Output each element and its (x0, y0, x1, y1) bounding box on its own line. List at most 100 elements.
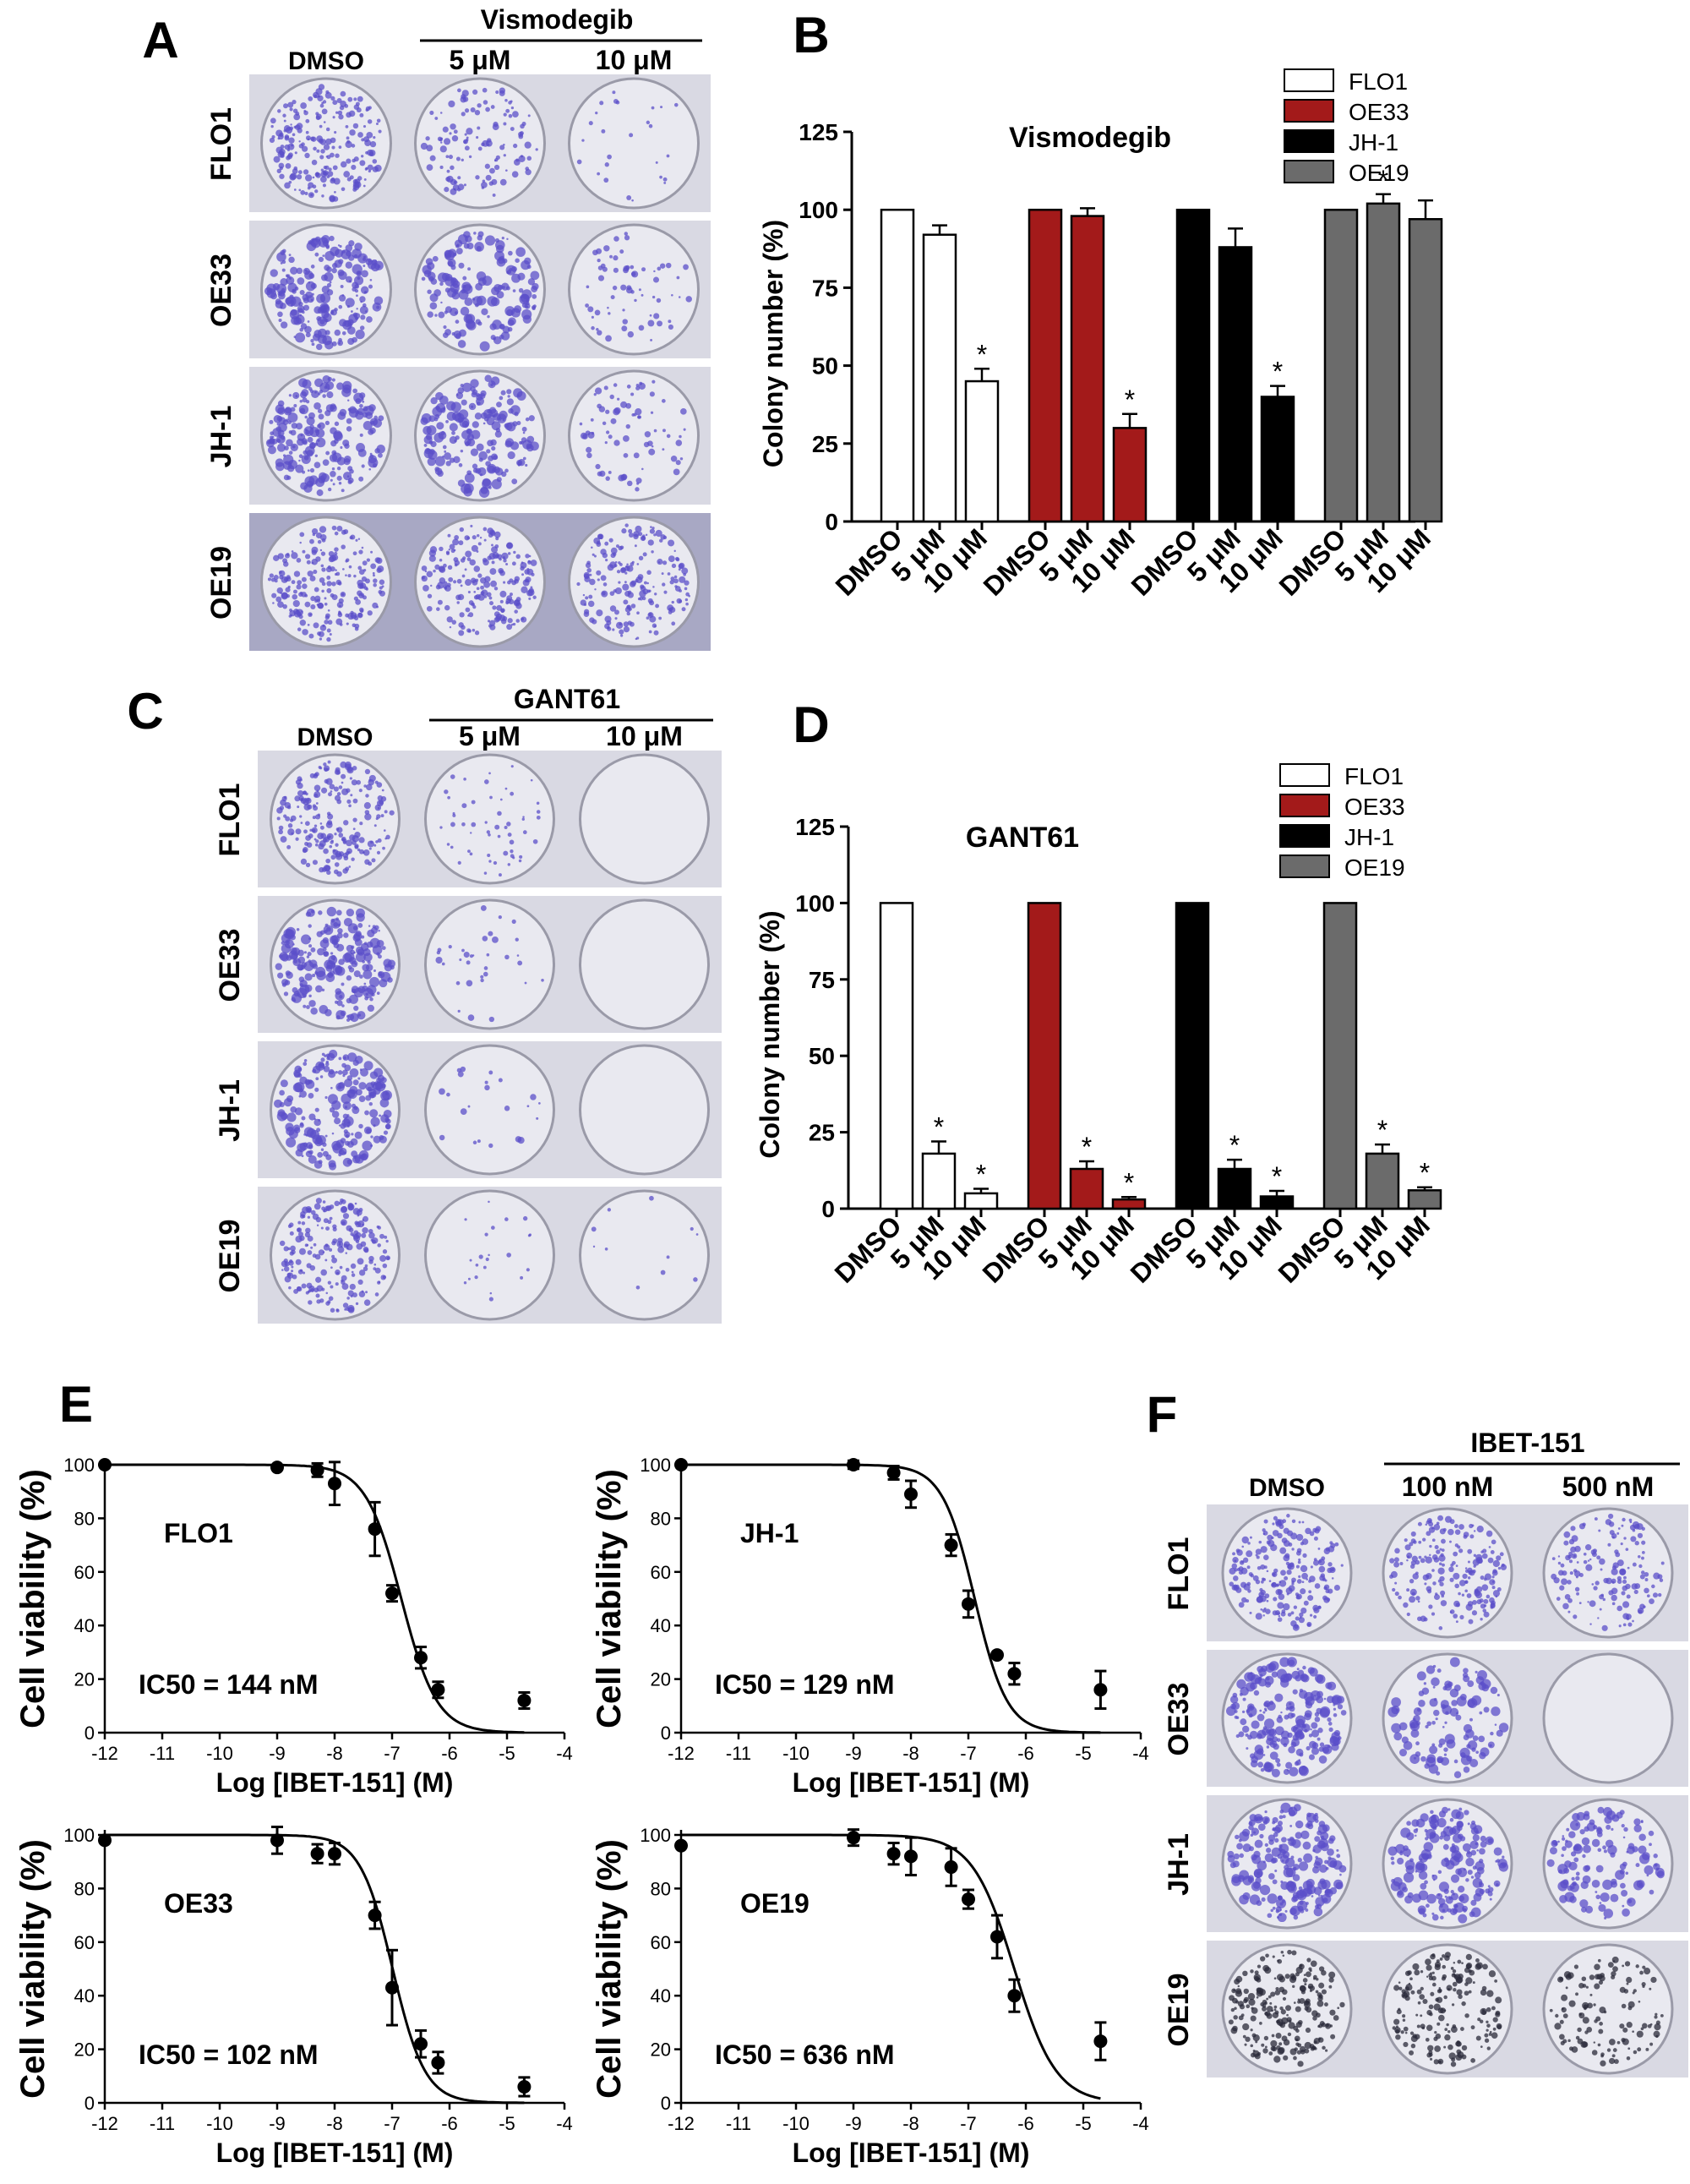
colony-dot (1235, 1587, 1242, 1593)
colony-dot (1589, 1993, 1593, 1996)
colony-dot (470, 524, 473, 527)
colony-dot (1497, 1566, 1502, 1570)
colony-dot (1649, 1889, 1655, 1895)
colony-dot (439, 546, 444, 552)
colony-dot (1259, 2022, 1262, 2025)
colony-dot (316, 293, 326, 303)
colony-dot (576, 581, 581, 587)
colony-dot (1447, 2044, 1453, 2050)
colony-dot (378, 971, 385, 979)
colony-dot (1437, 1893, 1441, 1897)
colony-dot (378, 129, 382, 134)
colony-dot (303, 440, 308, 445)
colony-dot (1429, 2057, 1433, 2061)
colony-dot (1398, 1749, 1408, 1757)
colony-dot (296, 558, 302, 563)
colony-dot (657, 266, 662, 271)
colony-dot (1597, 1617, 1600, 1619)
colony-dot (1595, 1581, 1600, 1586)
colony-dot (676, 276, 680, 280)
colony-dot (1458, 1524, 1464, 1530)
colony-dot (299, 1269, 303, 1272)
colony-dot (1453, 1600, 1460, 1608)
colony-dot (338, 1242, 341, 1246)
colony-dot (524, 141, 532, 149)
colony-dot (613, 408, 620, 416)
colony-dot (1297, 2043, 1302, 2048)
colony-dot (638, 288, 641, 292)
colony-dot (610, 553, 616, 559)
colony-dot (1473, 1564, 1476, 1568)
colony-dot (1280, 1711, 1283, 1714)
colony-dot (1280, 1950, 1284, 1954)
colony-dot (487, 314, 490, 319)
colony-dot (463, 139, 468, 145)
colony-dot (1418, 1853, 1428, 1863)
colony-dot (286, 156, 291, 161)
colony-dot (605, 476, 610, 481)
colony-dot (460, 1108, 467, 1115)
colony-dot (1626, 1613, 1632, 1620)
colony-dot (473, 565, 481, 572)
colony-dot (313, 784, 321, 792)
colony-dot (522, 456, 526, 461)
colony-dot (336, 526, 343, 532)
colony-dot (316, 1299, 321, 1304)
colony-dot (288, 450, 293, 455)
colony-dot (485, 106, 490, 112)
colony-dot (1431, 1953, 1436, 1957)
colony-dot (463, 1281, 467, 1285)
colony-dot (285, 297, 292, 305)
colony-dot (499, 599, 504, 603)
colony-dot (453, 129, 458, 134)
colony-dot (269, 438, 275, 445)
colony-dot (1242, 2023, 1250, 2031)
colony-dot (368, 847, 372, 850)
colony-dot (324, 597, 327, 600)
colony-dot (1479, 2019, 1484, 2023)
colony-dot (311, 390, 319, 399)
colony-dot (293, 571, 301, 577)
colony-dot (504, 1217, 509, 1221)
colony-dot (330, 1266, 333, 1269)
colony-dot (336, 467, 341, 471)
colony-dot (1622, 1623, 1627, 1627)
colony-dot (1415, 1596, 1420, 1601)
colony-dot (321, 589, 324, 593)
colony-dot (530, 778, 533, 782)
colony-dot (1290, 1611, 1295, 1615)
colony-dot (330, 177, 335, 184)
colony-dot (600, 575, 607, 581)
colony-dot (289, 294, 294, 299)
colony-dot (1394, 1581, 1398, 1585)
colony-dot (1433, 1524, 1441, 1531)
colony-dot (340, 1219, 347, 1226)
colony-dot (297, 1220, 302, 1225)
colony-dot (367, 840, 374, 848)
colony-dot (1447, 2030, 1451, 2034)
colony-dot (460, 1066, 466, 1073)
colony-dot (338, 294, 346, 302)
colony-dot (646, 616, 650, 620)
colony-dot (355, 908, 365, 918)
colony-dot (1447, 1808, 1451, 1811)
colony-dot (1272, 1610, 1278, 1616)
colony-dot (594, 387, 602, 395)
colony-dot (1406, 1559, 1409, 1562)
colony-dot (1616, 1532, 1620, 1535)
colony-dot (1443, 1747, 1448, 1752)
colony-dot (1443, 2009, 1447, 2012)
colony-dot (447, 795, 450, 800)
colony-dot (624, 571, 628, 575)
colony-dot (536, 1117, 539, 1120)
colony-dot (450, 774, 455, 779)
colony-dot (320, 1269, 328, 1276)
colony-dot (1280, 1673, 1289, 1684)
colony-dot (1632, 1991, 1635, 1995)
colony-dot (604, 541, 609, 546)
colony-dot (337, 1070, 343, 1075)
colony-dot (619, 629, 624, 635)
colony-dot (355, 538, 358, 542)
colony-dot (464, 438, 472, 446)
colony-dot (499, 87, 505, 94)
